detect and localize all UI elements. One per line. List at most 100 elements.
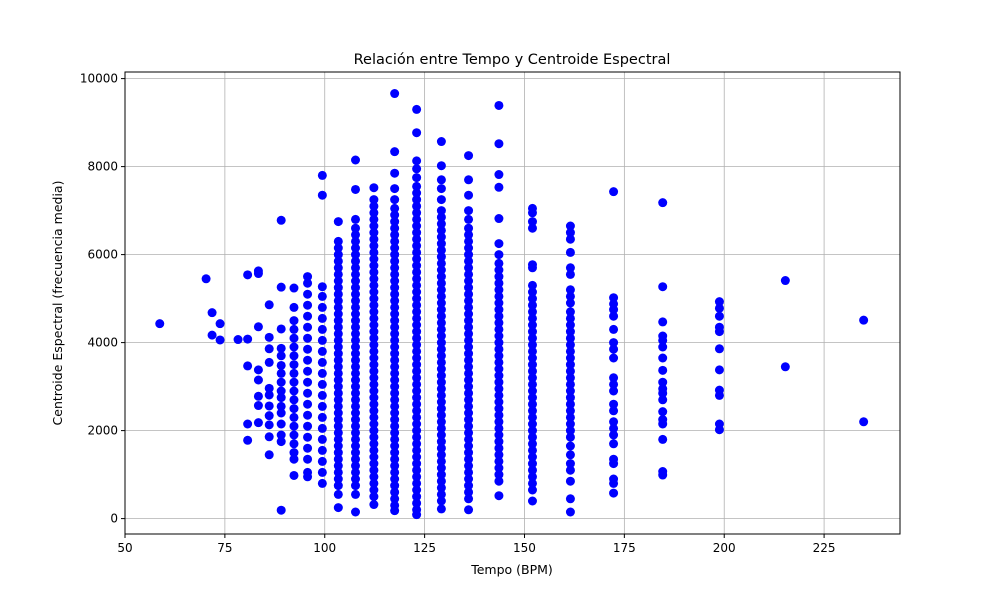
data-point <box>527 445 537 455</box>
data-point <box>565 386 575 396</box>
data-point <box>494 250 504 260</box>
data-point <box>351 329 361 339</box>
data-point <box>609 305 619 315</box>
data-point <box>289 412 299 422</box>
data-point <box>289 283 299 293</box>
data-point <box>527 366 537 376</box>
data-point <box>243 419 253 429</box>
data-point <box>369 208 379 218</box>
data-point <box>494 239 504 249</box>
data-point <box>464 494 474 504</box>
data-point <box>527 307 537 317</box>
data-point <box>333 421 343 431</box>
data-point <box>333 395 343 405</box>
data-point <box>464 250 474 260</box>
data-point <box>565 507 575 517</box>
data-point <box>436 397 446 407</box>
data-point <box>565 441 575 451</box>
data-point <box>317 412 327 422</box>
data-point <box>464 421 474 431</box>
data-point <box>333 368 343 378</box>
data-point <box>333 269 343 279</box>
data-point <box>412 492 422 502</box>
data-point <box>390 147 400 157</box>
data-point <box>658 388 668 398</box>
data-point <box>390 243 400 253</box>
data-point <box>436 456 446 466</box>
data-point <box>412 241 422 251</box>
data-point <box>464 441 474 451</box>
data-point <box>369 360 379 370</box>
y-tick-label: 0 <box>110 512 118 526</box>
data-point <box>527 373 537 383</box>
data-point <box>412 181 422 191</box>
data-point <box>317 190 327 200</box>
data-point <box>412 173 422 183</box>
data-point <box>464 289 474 299</box>
data-point <box>609 430 619 440</box>
data-point <box>527 485 537 495</box>
data-point <box>333 474 343 484</box>
data-point <box>412 294 422 304</box>
data-point <box>436 278 446 288</box>
data-point <box>464 395 474 405</box>
data-point <box>253 269 263 279</box>
data-point <box>436 195 446 205</box>
data-point <box>412 221 422 231</box>
data-point <box>253 418 263 428</box>
data-point <box>494 364 504 374</box>
data-point <box>351 355 361 365</box>
data-point <box>303 377 313 387</box>
data-point <box>527 320 537 330</box>
data-point <box>464 362 474 372</box>
data-point <box>412 287 422 297</box>
data-point <box>412 478 422 488</box>
data-point <box>317 434 327 444</box>
data-point <box>333 309 343 319</box>
data-point <box>658 198 668 208</box>
data-point <box>412 379 422 389</box>
data-point <box>464 461 474 471</box>
data-point <box>369 353 379 363</box>
data-point <box>390 481 400 491</box>
data-point <box>390 421 400 431</box>
data-point <box>412 320 422 330</box>
data-point <box>303 388 313 398</box>
data-point <box>464 283 474 293</box>
data-point <box>464 214 474 224</box>
data-point <box>333 276 343 286</box>
data-points <box>155 89 869 520</box>
data-point <box>436 371 446 381</box>
data-point <box>276 505 286 515</box>
data-point <box>333 481 343 491</box>
data-point <box>412 386 422 396</box>
data-point <box>436 252 446 262</box>
data-point <box>317 291 327 301</box>
data-point <box>351 454 361 464</box>
data-point <box>351 461 361 471</box>
data-point <box>303 355 313 365</box>
data-point <box>464 322 474 332</box>
data-point <box>390 375 400 385</box>
data-point <box>369 274 379 284</box>
data-point <box>658 419 668 429</box>
data-point <box>565 360 575 370</box>
data-point <box>436 225 446 235</box>
data-point <box>253 365 263 375</box>
data-point <box>494 214 504 224</box>
data-point <box>565 366 575 376</box>
data-point <box>658 395 668 405</box>
data-point <box>289 470 299 480</box>
data-point <box>436 311 446 321</box>
data-point <box>390 322 400 332</box>
data-point <box>464 505 474 515</box>
data-point <box>565 327 575 337</box>
data-point <box>333 448 343 458</box>
data-point <box>464 243 474 253</box>
data-point <box>333 408 343 418</box>
data-point <box>436 318 446 328</box>
data-point <box>464 236 474 246</box>
data-point <box>609 187 619 197</box>
data-point <box>565 247 575 257</box>
data-point <box>494 285 504 295</box>
